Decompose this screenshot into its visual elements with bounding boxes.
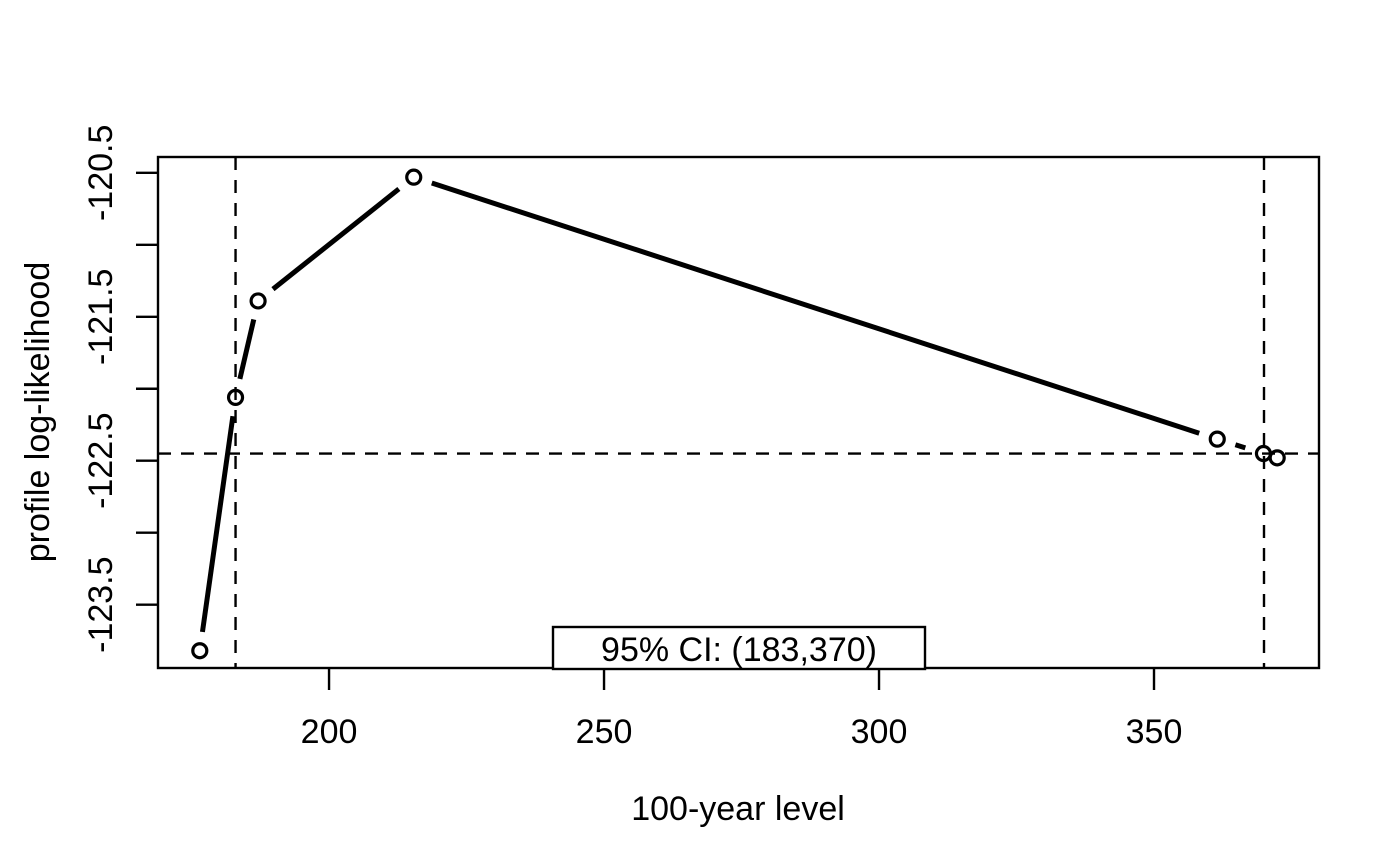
x-axis-tick-label: 250	[576, 713, 633, 751]
y-axis-tick-label: -121.5	[82, 269, 120, 365]
profile-line-segment	[431, 180, 1200, 436]
confidence-interval-reference-lines	[158, 157, 1319, 668]
x-axis-tick-label: 200	[301, 713, 358, 751]
data-point-marker	[226, 388, 245, 406]
ci-annotation-text: 95% CI: (183,370)	[601, 631, 877, 669]
x-axis-title: 100-year level	[631, 790, 845, 828]
plot-box	[156, 155, 1321, 670]
data-point-marker	[1208, 430, 1226, 448]
ci-annotation-rect	[551, 625, 927, 671]
axes: 200 250 300 350 -120.5 -121.5 -122.5 -123.5	[82, 125, 1321, 751]
y-axis-tick-label: -120.5	[82, 125, 120, 221]
y-axis-tick-label: -123.5	[82, 556, 120, 652]
data-point-marker	[249, 292, 267, 310]
profile-line-segment	[199, 415, 236, 633]
y-axis-title: profile log-likelihood	[19, 262, 57, 563]
data-point-marker	[191, 642, 209, 660]
profile-line-segment	[1234, 442, 1247, 451]
x-axis-tick-label: 300	[851, 713, 908, 751]
profile-curve-series	[191, 168, 1286, 660]
x-axis-tick-label: 350	[1126, 713, 1183, 751]
y-axis-tick-label: -122.5	[82, 413, 120, 509]
data-point-marker	[405, 168, 423, 186]
profile-line-segment	[237, 318, 257, 380]
ci-annotation-box: 95% CI: (183,370)	[551, 625, 927, 671]
data-point-marker	[1268, 449, 1286, 467]
profile-line-segment	[271, 187, 401, 292]
